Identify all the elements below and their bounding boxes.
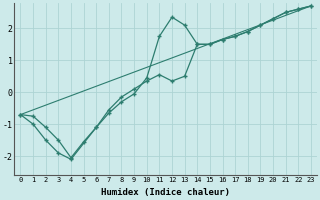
X-axis label: Humidex (Indice chaleur): Humidex (Indice chaleur) xyxy=(101,188,230,197)
